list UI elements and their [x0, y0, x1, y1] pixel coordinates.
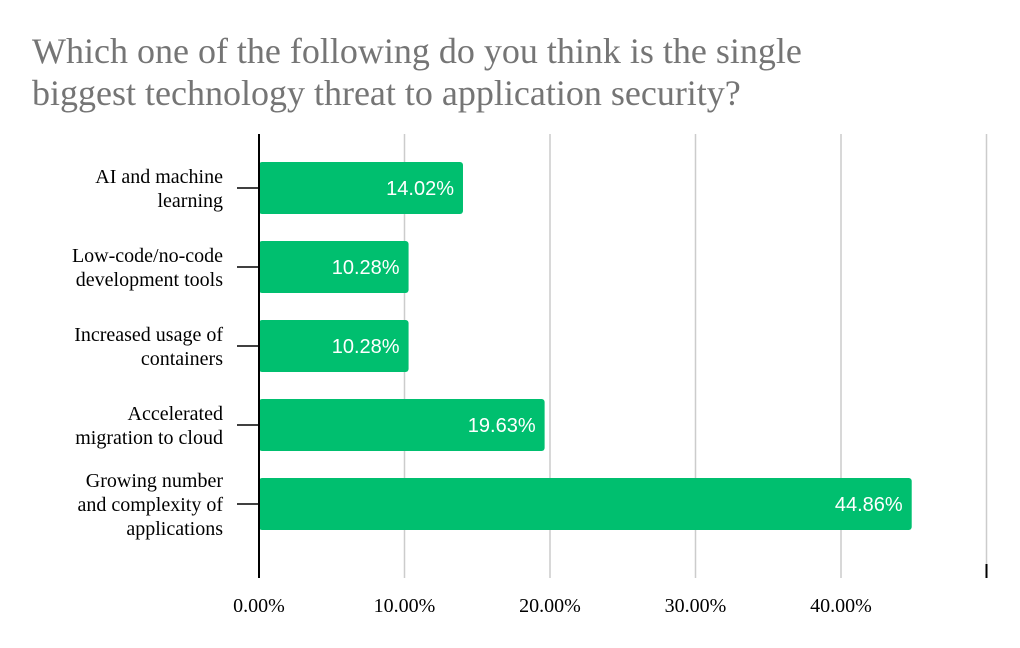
- chart-title-line-1: Which one of the following do you think …: [32, 31, 802, 71]
- category-label-line: and complexity of: [77, 494, 223, 516]
- bar: [259, 162, 463, 214]
- category-label-line: Increased usage of: [74, 324, 223, 346]
- category-label-line: Accelerated: [128, 403, 223, 425]
- x-tick-label: 30.00%: [665, 595, 727, 617]
- category-label: Growing number and complexity of applicati…: [77, 470, 223, 540]
- category-label-line: applications: [126, 518, 223, 540]
- data-label: 14.02%: [386, 178, 454, 200]
- category-label-line: learning: [157, 190, 223, 212]
- bar: [259, 241, 409, 293]
- category-label: Low-code/no-code development tools: [72, 245, 223, 291]
- x-tick-label: 0.00%: [233, 595, 285, 617]
- category-label-line: Low-code/no-code: [72, 245, 223, 267]
- category-label-line: Growing number: [86, 470, 224, 492]
- x-tick-label: 40.00%: [810, 595, 872, 617]
- category-label: Accelerated migration to cloud: [75, 403, 223, 449]
- data-label: 19.63%: [468, 415, 536, 437]
- data-label: 10.28%: [332, 257, 400, 279]
- x-tick-label: 20.00%: [519, 595, 581, 617]
- bar: [259, 320, 409, 372]
- category-label-line: containers: [141, 348, 223, 370]
- category-label-line: AI and machine: [95, 166, 223, 188]
- category-label: Increased usage of containers: [74, 324, 223, 370]
- category-label-line: development tools: [76, 269, 223, 291]
- x-tick-label: 10.00%: [374, 595, 436, 617]
- data-label: 10.28%: [332, 336, 400, 358]
- category-label-line: migration to cloud: [75, 427, 223, 449]
- chart-title-line-2: biggest technology threat to application…: [32, 73, 741, 113]
- bar: [259, 478, 912, 530]
- category-label: AI and machine learning: [95, 166, 223, 212]
- bar: [259, 399, 545, 451]
- data-label: 44.86%: [835, 494, 903, 516]
- chart-title: Which one of the following do you think …: [32, 30, 992, 114]
